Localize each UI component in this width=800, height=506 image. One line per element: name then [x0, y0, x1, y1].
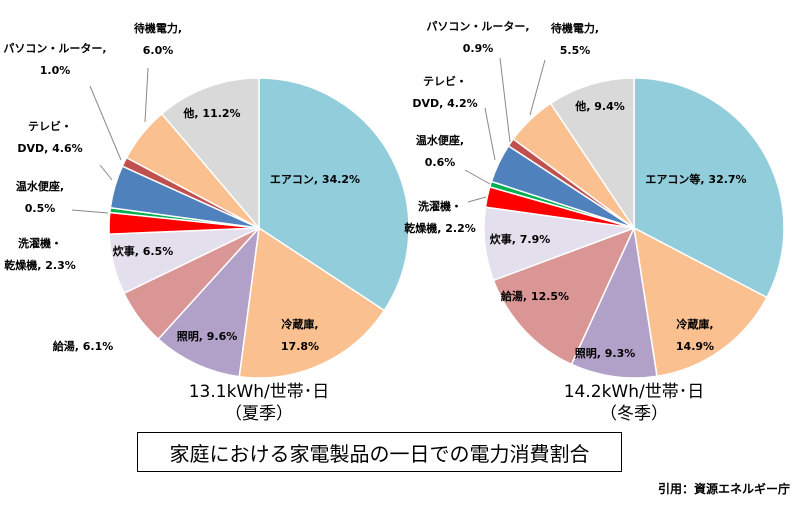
pie-charts: エアコン, 34.2% 冷蔵庫, 17.8% 照明, 9.6% 給湯, 6.1% 炊事, … [3, 20, 785, 424]
chart-title: 家庭における家電製品の一日での電力消費割合 [137, 432, 622, 472]
pie2-slice-2 [570, 225, 658, 379]
pie1-label-5: 洗濯機・乾燥機, 2.3% [4, 236, 76, 272]
pie2-label-9: 待機電力, 5.5% [550, 21, 599, 57]
pie1-leader-8 [89, 85, 122, 161]
pie1-slice-1 [238, 226, 386, 379]
pie1-label-1: 冷蔵庫, 17.8% [281, 317, 319, 353]
pie2-slice-3 [492, 226, 636, 366]
pie1-label-4: 炊事, 6.5% [113, 244, 174, 258]
pie2-leader-7 [484, 107, 496, 161]
pie1-slice-2 [157, 225, 261, 378]
pie2-label-3: 給湯, 12.5% [501, 289, 569, 303]
pie2-leader-5 [467, 196, 487, 203]
pie1-label-3: 給湯, 6.1% [53, 339, 114, 353]
pie2-label-0: エアコン等, 32.7% [645, 172, 746, 186]
pie2-label-8: パソコン・ルーター, 0.9% [426, 20, 529, 55]
pie2-label-7: テレビ・ DVD, 4.2% [412, 74, 477, 110]
pie1-label-0: エアコン, 34.2% [270, 173, 360, 186]
pie1-leader-7 [99, 164, 113, 181]
pie2-slice-10 [549, 77, 635, 231]
pie1-slice-10 [160, 77, 260, 231]
pie2-subtitle-energy: 14.2kWh/世帯･日 [564, 382, 705, 402]
pie1-label-7: テレビ・ DVD, 4.6% [17, 119, 82, 155]
pie1-subtitle-season: （夏季） [225, 404, 293, 424]
pie2-slice-1 [633, 226, 768, 378]
pie2-label-4: 炊事, 7.9% [490, 232, 551, 246]
pie1-label-2: 照明, 9.6% [177, 330, 238, 343]
pie2-label-2: 照明, 9.3% [575, 347, 636, 360]
pie2-leader-9 [529, 59, 546, 116]
pie1-leader-9 [144, 67, 149, 123]
pie2-slice-0 [633, 77, 785, 299]
pie2-label-1: 冷蔵庫, 14.9% [676, 317, 714, 353]
pie1-label-8: パソコン・ルーター, 1.0% [3, 42, 106, 77]
pie1-label-10: 他, 11.2% [182, 106, 240, 120]
pie1-label-6: 温水便座, 0.5% [16, 179, 64, 215]
pie2-leader-6 [464, 169, 491, 185]
pie1-leader-6 [71, 209, 109, 214]
pie2-leader-8 [499, 57, 511, 143]
pie2-label-6: 温水便座, 0.6% [416, 133, 464, 169]
source-citation: 引用：資源エネルギー庁 [657, 482, 790, 496]
pie2-label-10: 他, 9.4% [574, 99, 625, 113]
pie2-label-5: 洗濯機・乾燥機, 2.2% [404, 199, 476, 235]
pie1-label-9: 待機電力, 6.0% [133, 21, 182, 57]
pie2-subtitle-season: （冬季） [600, 404, 668, 424]
pie1-subtitle-energy: 13.1kWh/世帯･日 [189, 382, 330, 402]
